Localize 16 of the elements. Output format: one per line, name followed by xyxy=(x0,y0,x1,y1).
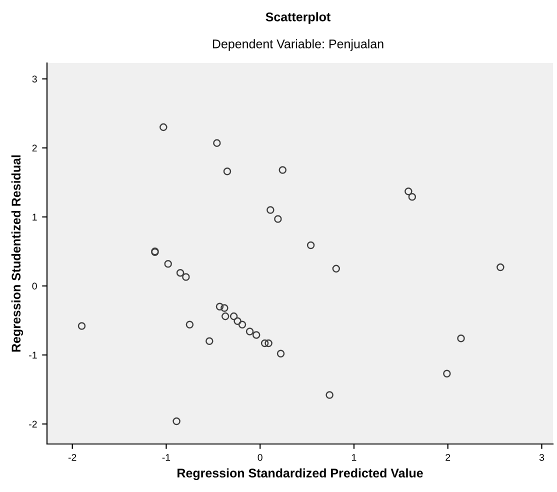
x-tick-label: 0 xyxy=(258,454,262,461)
y-tick-label: -2 xyxy=(29,420,37,428)
y-tick-label: 2 xyxy=(32,144,37,152)
y-tick-label: 3 xyxy=(32,76,37,82)
x-tick-label: 1 xyxy=(352,454,356,461)
y-axis-title: Regression Studentized Residual xyxy=(11,155,24,352)
chart-title: Scatterplot xyxy=(266,12,330,24)
y-tick-label: 0 xyxy=(32,282,37,290)
y-tick-label: 1 xyxy=(32,214,37,220)
x-tick-label: 2 xyxy=(446,454,450,461)
x-tick-label: 3 xyxy=(539,454,544,461)
x-tick-label: -1 xyxy=(162,454,170,461)
x-axis-title: Regression Standardized Predicted Value xyxy=(178,468,423,480)
y-tick-label: -1 xyxy=(29,352,37,358)
chart-subtitle: Dependent Variable: Penjualan xyxy=(212,39,384,51)
x-tick-label: -2 xyxy=(68,454,76,461)
